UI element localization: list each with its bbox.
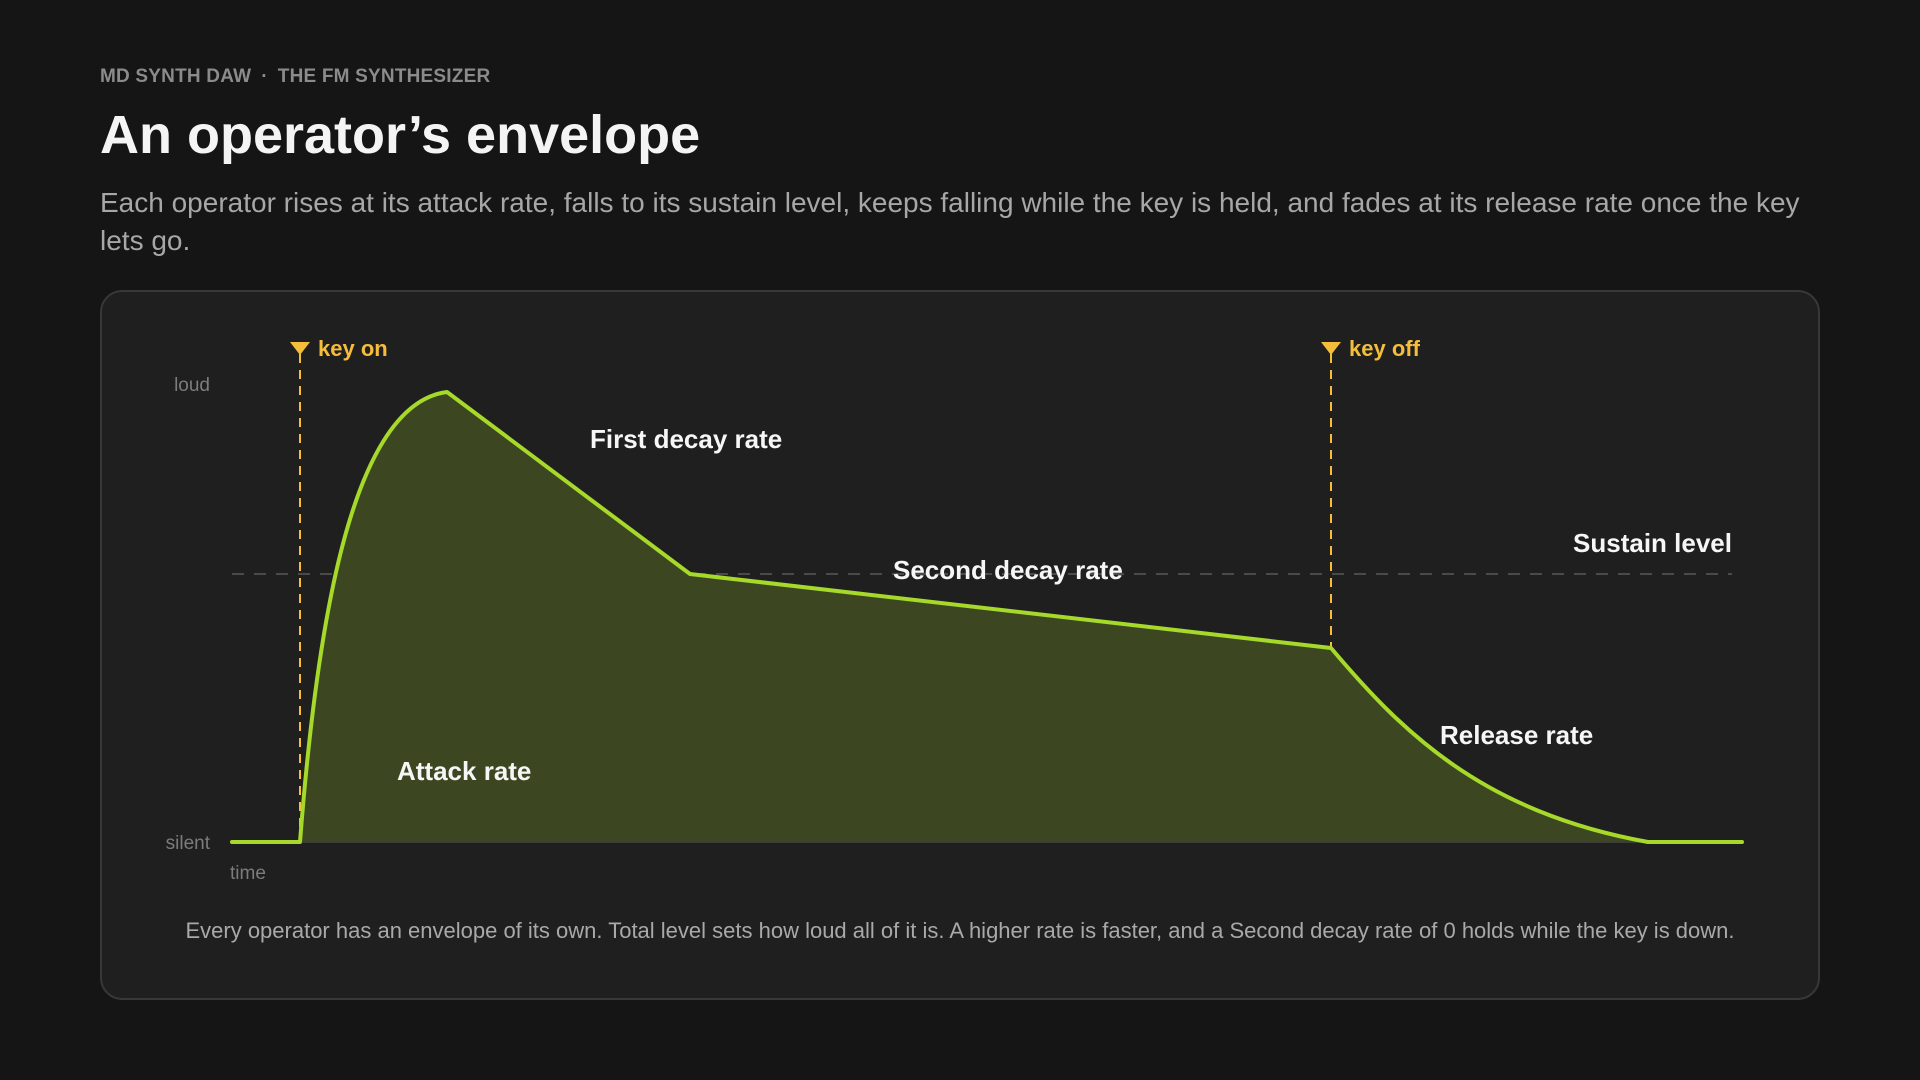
axis-label-time: time [230,863,266,884]
envelope-card: loud silent time key on key off Attack r… [100,290,1820,1000]
eyebrow-section: THE FM SYNTHESIZER [277,66,491,87]
page-subtitle: Each operator rises at its attack rate, … [100,187,1800,256]
page-title: An operator’s envelope [100,105,701,165]
envelope-area [232,392,1742,842]
eyebrow: MD SYNTH DAW · THE FM SYNTHESIZER [100,66,490,88]
envelope-diagram: loud silent time key on key off Attack r… [166,336,1744,884]
axis-label-silent: silent [166,833,211,854]
key-off-label: key off [1349,336,1421,361]
axis-label-loud: loud [174,375,210,396]
eyebrow-separator: · [261,66,268,87]
key-off-triangle-icon [1321,342,1341,355]
key-on-triangle-icon [290,342,310,355]
attack-rate-label: Attack rate [397,756,531,786]
first-decay-rate-label: First decay rate [590,424,782,454]
sustain-level-label: Sustain level [1573,528,1732,558]
key-on-label: key on [318,336,388,361]
envelope-line [230,390,1744,844]
second-decay-rate-label: Second decay rate [893,555,1123,585]
release-rate-label: Release rate [1440,720,1593,750]
eyebrow-app: MD SYNTH DAW [100,66,252,87]
diagram-caption: Every operator has an envelope of its ow… [185,918,1735,943]
